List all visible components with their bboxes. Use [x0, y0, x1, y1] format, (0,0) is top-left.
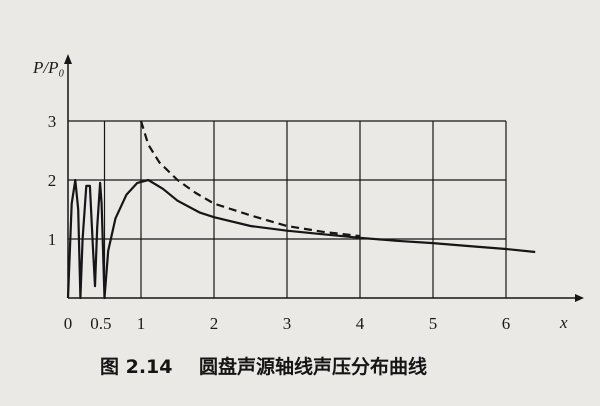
- series-line-solid: [66, 178, 536, 300]
- x-tick-label: 2: [210, 314, 219, 333]
- series-lines: [66, 120, 536, 300]
- x-tick-label: 0.5: [90, 314, 111, 333]
- y-axis-label: P/P₀: [32, 58, 64, 77]
- x-axis-arrow: [575, 294, 584, 302]
- x-tick-label: 0: [64, 314, 73, 333]
- x-tick-label: 6: [502, 314, 511, 333]
- axes: [64, 54, 584, 302]
- y-tick-label: 3: [48, 112, 57, 131]
- series-line-dashed: [139, 120, 361, 238]
- y-axis-arrow: [64, 54, 72, 64]
- y-tick-label: 2: [48, 171, 57, 190]
- tick-labels: 0 0.5 1 2 3 4 5 6 1 2 3: [48, 112, 511, 333]
- y-tick-label: 1: [48, 230, 57, 249]
- x-tick-label: 4: [356, 314, 365, 333]
- figure-caption: 图 2.14 圆盘声源轴线声压分布曲线: [100, 356, 427, 378]
- grid: [68, 120, 507, 298]
- x-axis-label: x: [559, 313, 568, 332]
- x-tick-label: 3: [283, 314, 292, 333]
- x-tick-label: 5: [429, 314, 438, 333]
- x-tick-label: 1: [137, 314, 146, 333]
